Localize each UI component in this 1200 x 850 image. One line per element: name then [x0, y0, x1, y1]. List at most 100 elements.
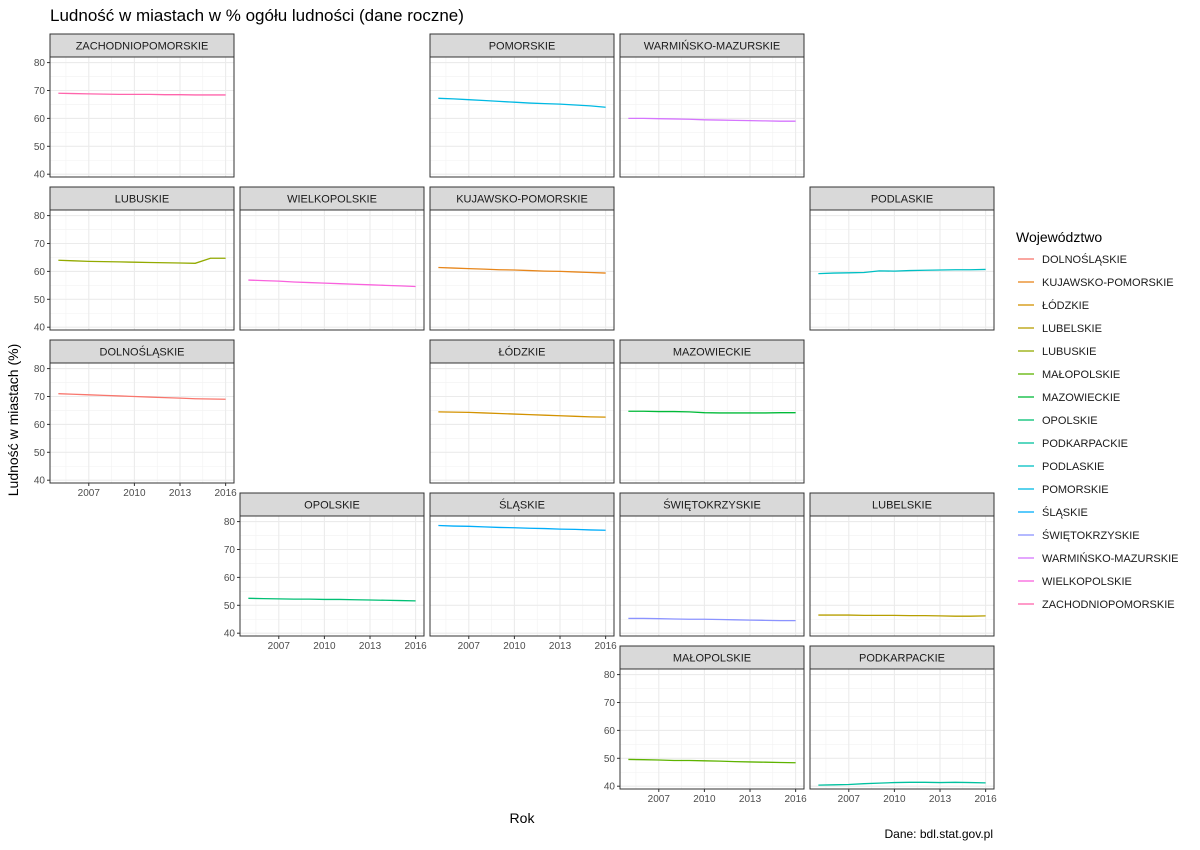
x-tick-label: 2016 [215, 488, 238, 499]
legend-item-lodzkie: ŁÓDZKIE [1018, 299, 1089, 312]
series-line-dolnoslaskie [58, 393, 226, 400]
panel-border [809, 515, 995, 637]
y-tick-label: 40 [34, 170, 46, 181]
panel-border [619, 515, 805, 637]
panel-zachodniopomorskie: ZACHODNIOPOMORSKIE 40 50 60 70 80 [34, 33, 235, 181]
x-tick-label: 2016 [785, 794, 808, 805]
panel-strip-label: MAŁOPOLSKIE [673, 653, 751, 665]
x-tick-label: 2013 [929, 794, 952, 805]
panel-strip-label: OPOLSKIE [304, 500, 360, 512]
legend-item-podkarpackie: PODKARPACKIE [1018, 438, 1128, 450]
panel-border [239, 515, 425, 637]
panel-background [620, 363, 804, 483]
panel-strip-label: WIELKOPOLSKIE [287, 194, 377, 206]
panel-lodzkie: ŁÓDZKIE [429, 339, 615, 484]
panel-strip-label: PODKARPACKIE [859, 653, 945, 665]
panel-background [430, 516, 614, 636]
y-tick-label: 70 [604, 698, 616, 709]
x-tick-label: 2013 [169, 488, 192, 499]
panel-border [49, 362, 235, 484]
y-tick-label: 80 [604, 670, 616, 681]
panel-background [810, 516, 994, 636]
panel-border [49, 56, 235, 178]
legend-item-dolnoslaskie: DOLNOŚLĄSKIE [1018, 253, 1127, 266]
panel-border [429, 362, 615, 484]
panel-strip-label: KUJAWSKO-POMORSKIE [456, 194, 588, 206]
chart-title: Ludność w miastach w % ogółu ludności (d… [50, 6, 464, 25]
y-tick-label: 70 [34, 239, 46, 250]
caption: Dane: bdl.stat.gov.pl [884, 827, 993, 841]
panel-background [50, 210, 234, 330]
legend-label: LUBELSKIE [1042, 323, 1102, 335]
panel-border [809, 209, 995, 331]
y-tick-label: 80 [34, 211, 46, 222]
series-line-pomorskie [438, 97, 606, 108]
x-tick-label: 2010 [503, 641, 526, 652]
legend: Województwo DOLNOŚLĄSKIE KUJAWSKO-POMORSK… [1016, 229, 1179, 611]
y-tick-label: 60 [34, 420, 46, 431]
panel-opolskie: OPOLSKIE 40 50 60 70 80 2007 2010 2013 2016 [224, 492, 428, 652]
legend-label: ŚWIĘTOKRZYSKIE [1042, 529, 1140, 542]
panel-strip-label: ZACHODNIOPOMORSKIE [76, 41, 209, 53]
y-tick-label: 60 [34, 114, 46, 125]
legend-label: WIELKOPOLSKIE [1042, 576, 1132, 588]
x-tick-label: 2010 [123, 488, 146, 499]
x-tick-label: 2010 [693, 794, 716, 805]
panel-border [429, 515, 615, 637]
y-tick-label: 40 [34, 476, 46, 487]
panel-malopolskie: MAŁOPOLSKIE 40 50 60 70 80 2007 2010 2013 2016 [604, 645, 808, 805]
legend-item-opolskie: OPOLSKIE [1018, 415, 1098, 427]
x-tick-label: 2013 [549, 641, 572, 652]
legend-label: ZACHODNIOPOMORSKIE [1042, 599, 1175, 611]
legend-item-wielkopolskie: WIELKOPOLSKIE [1018, 576, 1132, 588]
panel-border [429, 56, 615, 178]
legend-item-podlaskie: PODLASKIE [1018, 461, 1104, 473]
panel-slaskie: ŚLĄSKIE 2007 2010 2013 2016 [429, 492, 618, 652]
panel-background [50, 57, 234, 177]
y-tick-label: 50 [34, 142, 46, 153]
panel-warminsko-mazurskie: WARMIŃSKO-MAZURSKIE [619, 33, 805, 178]
panel-kujawsko-pomorskie: KUJAWSKO-POMORSKIE [429, 186, 615, 331]
panel-background [50, 363, 234, 483]
y-tick-label: 60 [34, 267, 46, 278]
legend-item-lubelskie: LUBELSKIE [1018, 323, 1102, 335]
panel-background [620, 669, 804, 789]
panel-lubelskie: LUBELSKIE [809, 492, 995, 637]
y-tick-label: 70 [34, 392, 46, 403]
x-tick-label: 2013 [739, 794, 762, 805]
legend-label: LUBUSKIE [1042, 346, 1096, 358]
x-axis-title: Rok [510, 810, 536, 826]
panel-background [620, 57, 804, 177]
legend-item-zachodniopomorskie: ZACHODNIOPOMORSKIE [1018, 599, 1175, 611]
panel-strip-label: DOLNOŚLĄSKIE [100, 346, 185, 359]
series-line-podlaskie [818, 268, 986, 275]
legend-item-pomorskie: POMORSKIE [1018, 484, 1109, 496]
panel-strip-label: ŚWIĘTOKRZYSKIE [663, 499, 761, 512]
x-tick-label: 2013 [359, 641, 382, 652]
series-line-zachodniopomorskie [58, 92, 226, 96]
y-tick-label: 50 [34, 448, 46, 459]
panel-border [809, 668, 995, 790]
series-line-swietokrzyskie [628, 617, 796, 622]
y-tick-label: 40 [604, 782, 616, 793]
panel-background [430, 57, 614, 177]
series-line-lubuskie [58, 257, 226, 264]
panel-background [240, 210, 424, 330]
y-tick-label: 70 [34, 86, 46, 97]
legend-item-swietokrzyskie: ŚWIĘTOKRZYSKIE [1018, 529, 1140, 542]
y-tick-label: 80 [34, 364, 46, 375]
y-tick-label: 60 [224, 573, 236, 584]
x-tick-label: 2016 [405, 641, 428, 652]
panel-lubuskie: LUBUSKIE 40 50 60 70 80 [34, 186, 235, 334]
y-tick-label: 40 [224, 629, 236, 640]
legend-label: POMORSKIE [1042, 484, 1109, 496]
series-line-mazowieckie [628, 410, 796, 414]
x-tick-label: 2016 [595, 641, 618, 652]
panel-border [619, 668, 805, 790]
y-tick-label: 60 [604, 726, 616, 737]
legend-label: WARMIŃSKO-MAZURSKIE [1042, 552, 1179, 565]
y-tick-label: 70 [224, 545, 236, 556]
legend-item-malopolskie: MAŁOPOLSKIE [1018, 369, 1120, 381]
panel-border [429, 209, 615, 331]
